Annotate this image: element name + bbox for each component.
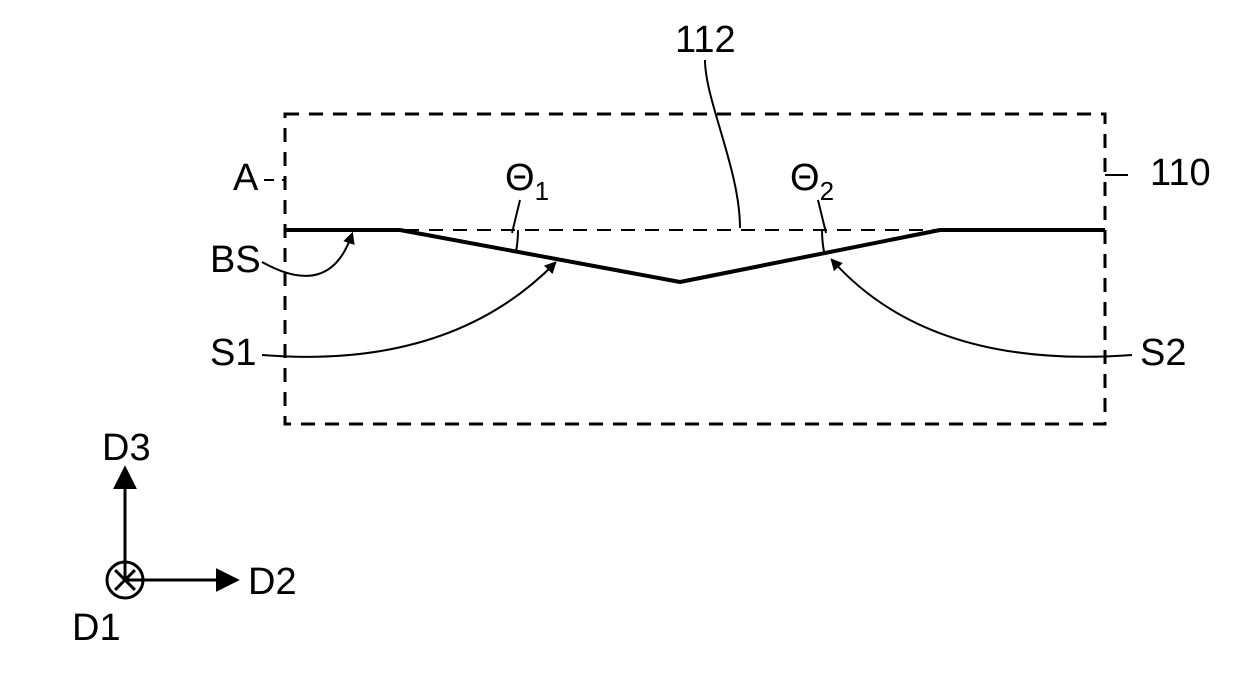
label-S1: S1	[210, 332, 256, 374]
region-box	[285, 114, 1105, 424]
leader-theta1	[512, 200, 520, 233]
label-A: A	[233, 157, 259, 199]
leader-112	[705, 60, 740, 228]
label-theta1: Θ1	[505, 157, 549, 206]
leader-S1	[262, 263, 555, 357]
theta1-arc	[516, 230, 518, 253]
label-S2: S2	[1140, 332, 1186, 374]
label-D3: D3	[102, 427, 151, 469]
label-D2: D2	[248, 561, 297, 603]
label-D1: D1	[72, 607, 121, 649]
theta2-arc	[822, 230, 824, 253]
label-theta2: Θ2	[790, 157, 834, 206]
label-BS: BS	[210, 239, 261, 281]
leader-S2	[832, 260, 1132, 357]
leader-BS	[262, 234, 352, 276]
label-110: 110	[1150, 152, 1211, 194]
label-112: 112	[675, 19, 736, 61]
groove-profile	[285, 230, 1105, 282]
